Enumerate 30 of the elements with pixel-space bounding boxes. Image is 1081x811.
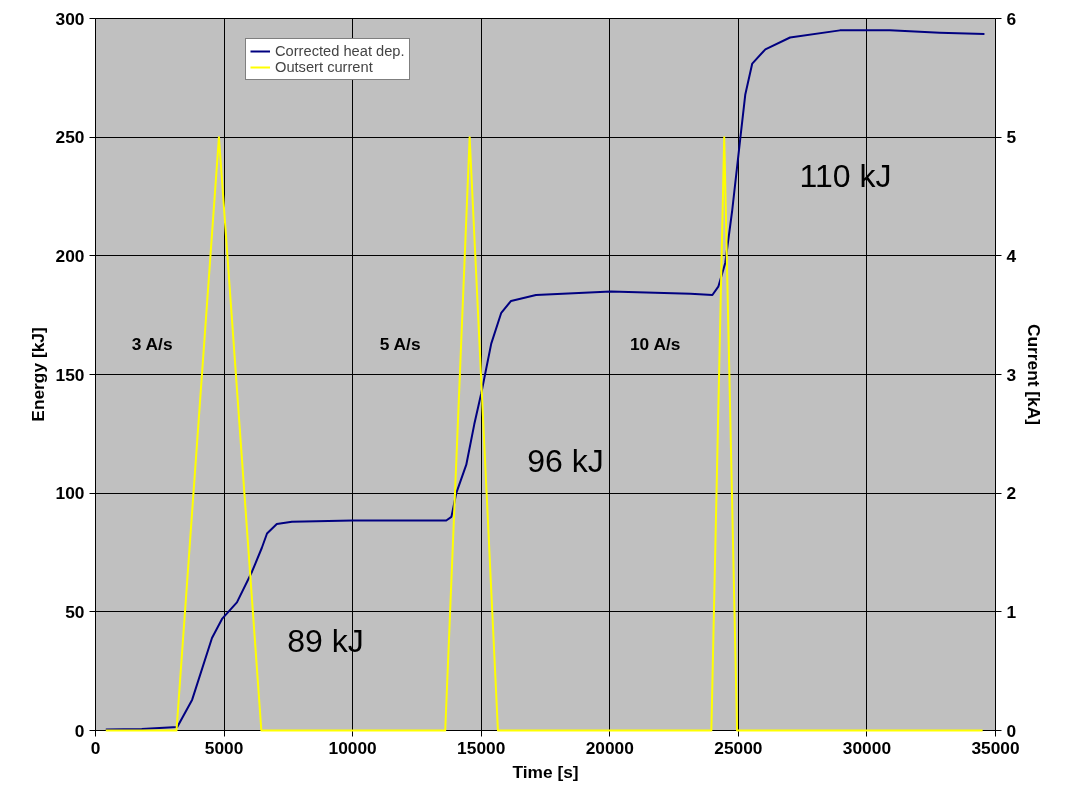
annotation: 3 A/s bbox=[131, 333, 173, 354]
y2-tick-label: 2 bbox=[1006, 483, 1017, 504]
y2-axis-title: Current [kA] bbox=[1024, 323, 1045, 426]
x-tick-label: 30000 bbox=[842, 737, 892, 758]
y-axis-title: Energy [kJ] bbox=[27, 327, 48, 422]
x-axis-title: Time [s] bbox=[512, 761, 579, 782]
y2-tick-label: 4 bbox=[1006, 245, 1017, 266]
y-tick-label: 150 bbox=[55, 364, 85, 385]
y-tick-label: 100 bbox=[55, 483, 85, 504]
y2-tick-label: 5 bbox=[1006, 127, 1017, 148]
y2-tick-label: 3 bbox=[1006, 364, 1017, 385]
x-tick-label: 25000 bbox=[714, 737, 763, 758]
x-tick-label: 10000 bbox=[328, 737, 377, 758]
x-tick-label: 15000 bbox=[457, 737, 506, 758]
y-tick-label: 0 bbox=[74, 720, 85, 741]
x-tick-label: 5000 bbox=[204, 737, 244, 758]
y2-tick-label: 1 bbox=[1006, 601, 1017, 622]
line-series bbox=[104, 29, 986, 731]
annotation: 96 kJ bbox=[527, 442, 604, 479]
x-tick-label: 20000 bbox=[585, 737, 634, 758]
legend-label: Corrected heat dep. bbox=[275, 43, 405, 59]
annotation: 10 A/s bbox=[629, 333, 681, 354]
y-tick-label: 250 bbox=[55, 127, 85, 148]
y-tick-label: 50 bbox=[65, 601, 85, 622]
y2-tick-label: 6 bbox=[1006, 8, 1017, 29]
y-tick-label: 200 bbox=[55, 245, 85, 266]
y-tick-label: 300 bbox=[55, 8, 85, 29]
annotation: 5 A/s bbox=[379, 333, 421, 354]
x-tick-label: 0 bbox=[90, 737, 101, 758]
legend-label: Outsert current bbox=[275, 59, 373, 75]
